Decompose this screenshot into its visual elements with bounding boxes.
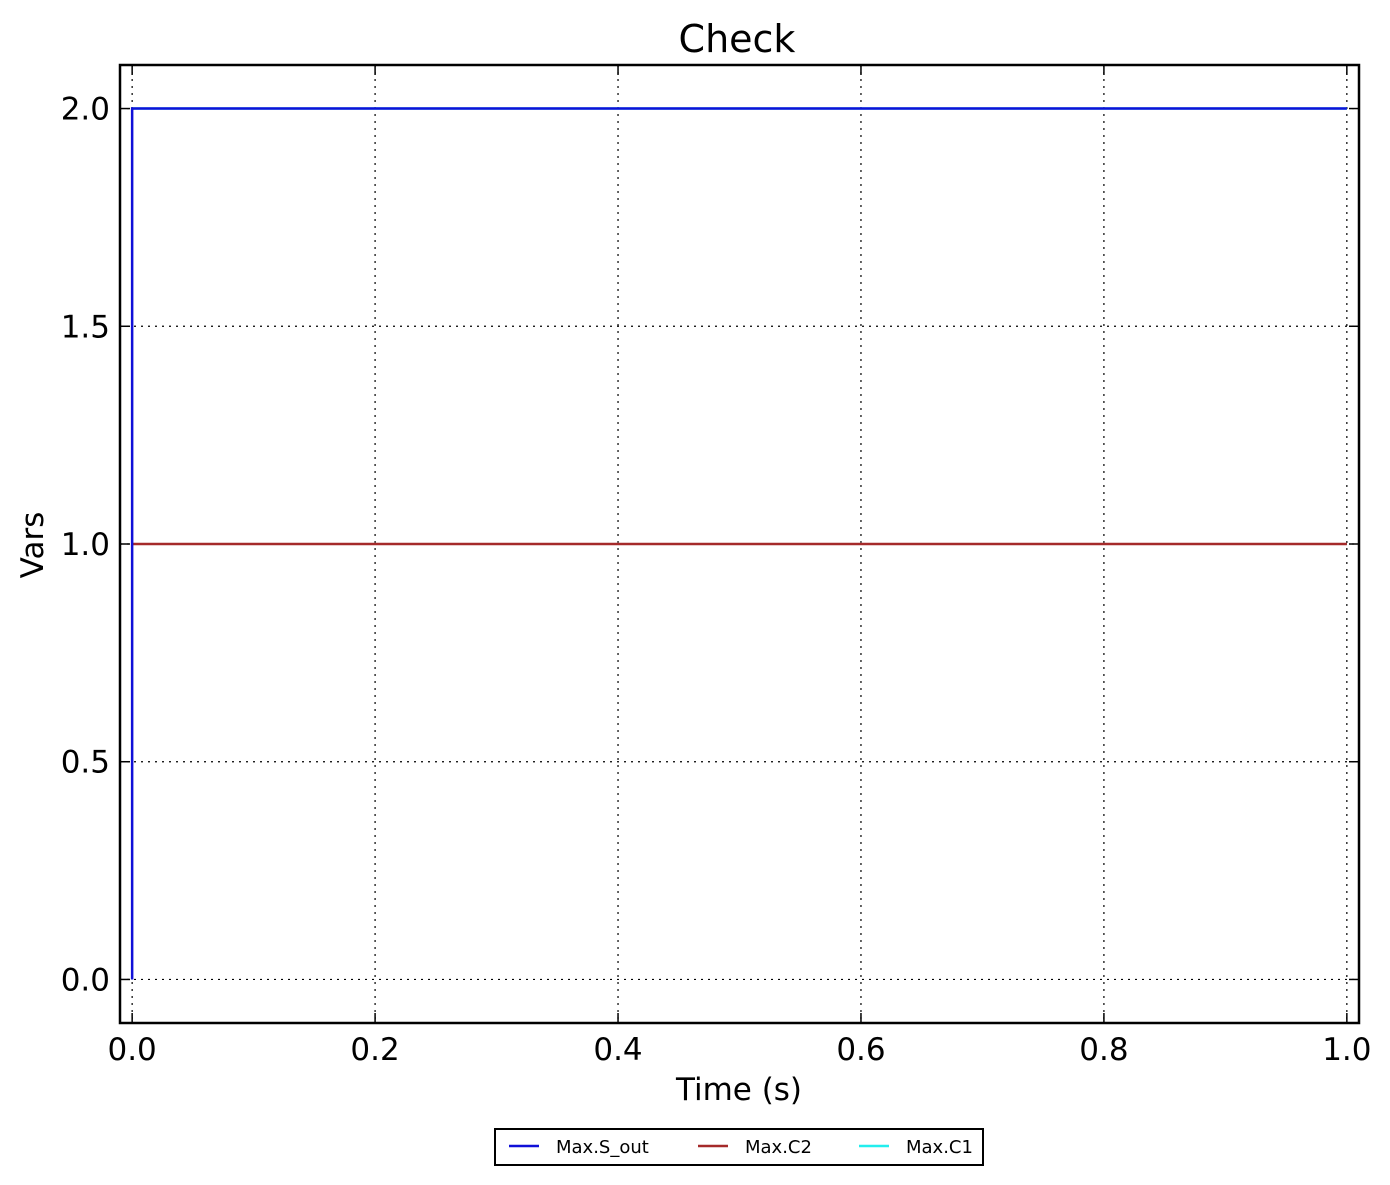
y-axis-label: Vars (15, 512, 51, 579)
y-tick-label: 1.0 (61, 527, 110, 563)
tick-labels: 0.0 0.2 0.4 0.6 0.8 1.0 0.0 0.5 1.0 1.5 2.0 (61, 92, 1372, 1068)
x-tick-label: 0.0 (107, 1032, 156, 1068)
chart-title: Check (679, 17, 796, 61)
ticks (120, 65, 1359, 1023)
y-tick-label: 0.5 (61, 745, 110, 781)
y-tick-label: 0.0 (61, 962, 110, 998)
x-tick-label: 1.0 (1322, 1032, 1371, 1068)
x-axis-label: Time (s) (675, 1072, 802, 1108)
legend-label: Max.C1 (906, 1137, 973, 1158)
y-tick-label: 1.5 (61, 309, 110, 345)
series-layer (130, 107, 1347, 980)
x-tick-label: 0.2 (350, 1032, 399, 1068)
legend: Max.S_out Max.C2 Max.C1 (494, 1128, 984, 1166)
legend-label: Max.C2 (745, 1137, 812, 1158)
legend-box (494, 1128, 984, 1166)
x-tick-label: 0.4 (593, 1032, 642, 1068)
x-tick-label: 0.6 (836, 1032, 885, 1068)
legend-label: Max.S_out (556, 1137, 649, 1158)
series-line (130, 107, 1347, 980)
x-tick-label: 0.8 (1079, 1032, 1128, 1068)
y-tick-label: 2.0 (61, 92, 110, 128)
